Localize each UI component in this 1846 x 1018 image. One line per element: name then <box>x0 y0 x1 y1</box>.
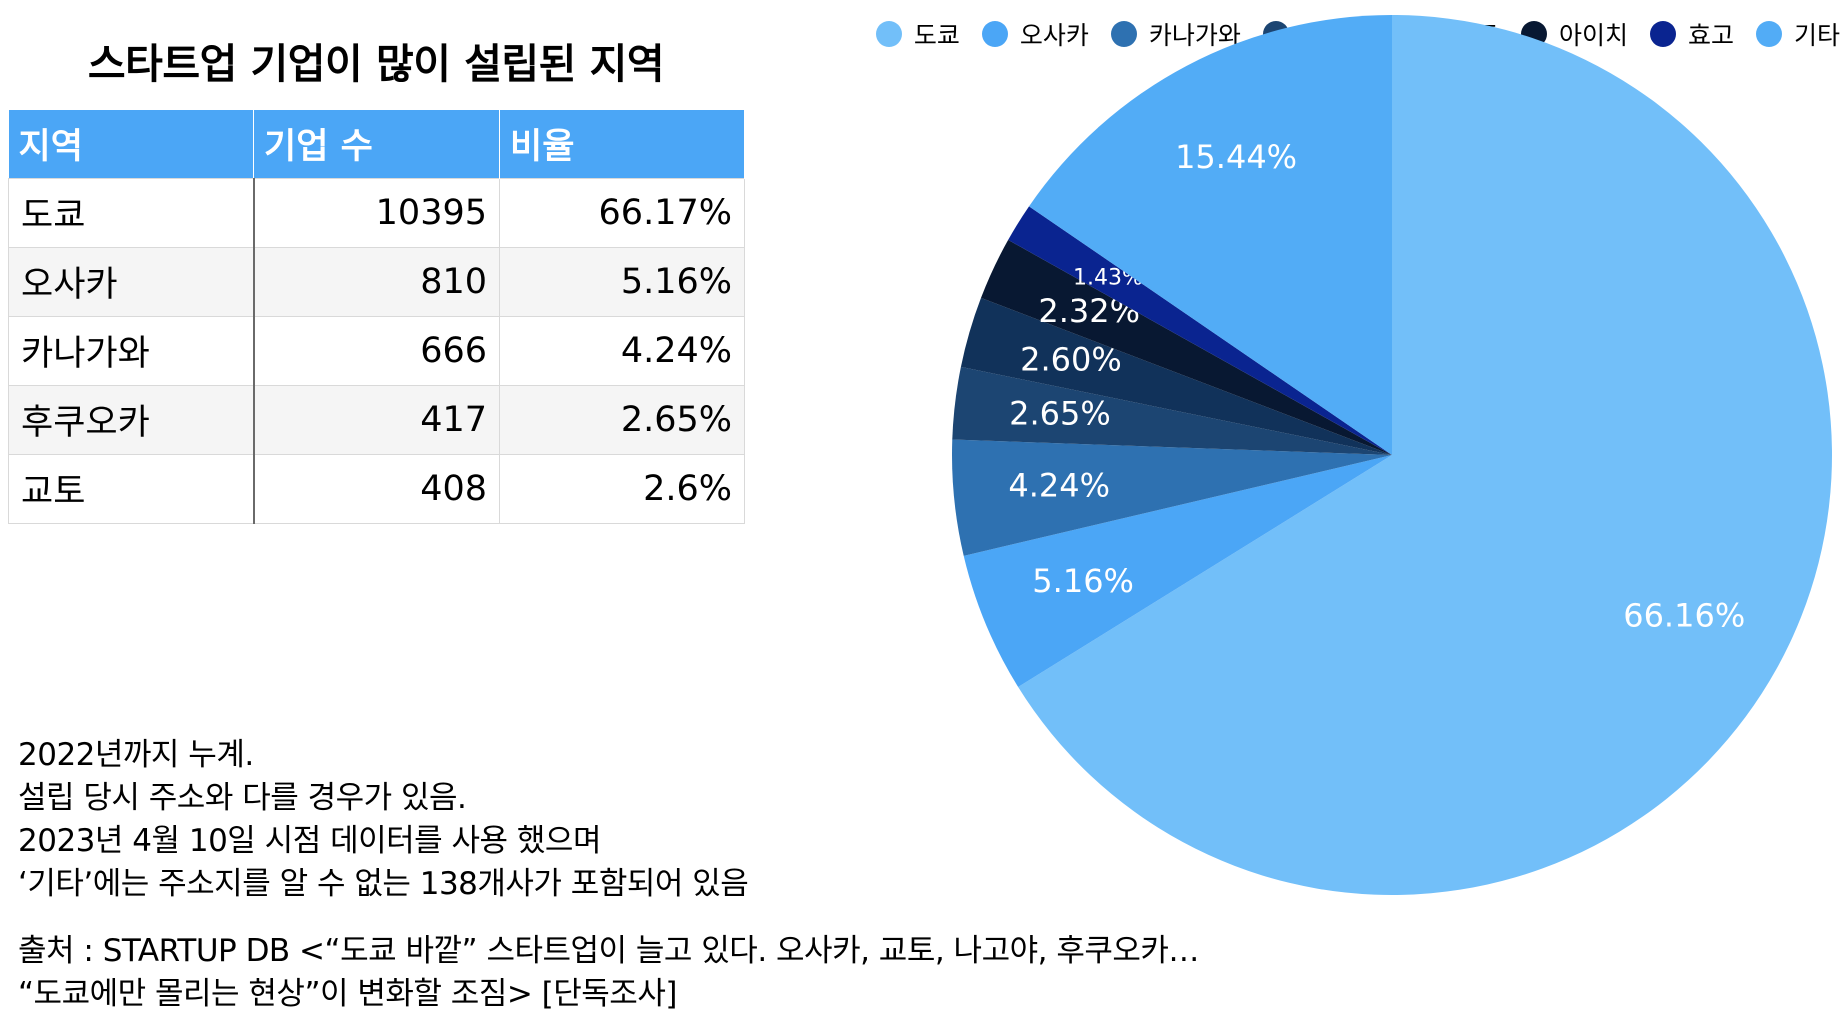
table-title: 스타트업 기업이 많이 설립된 지역 <box>87 40 665 88</box>
header-count: 기업 수 <box>253 110 500 178</box>
pie-slice-7 <box>1029 15 1392 455</box>
cell-region: 교토 <box>8 453 255 524</box>
cell-ratio: 2.65% <box>499 384 745 455</box>
pie-slice-4 <box>960 297 1392 455</box>
notes: 2022년까지 누계. 설립 당시 주소와 다를 경우가 있음. 2023년 4… <box>18 734 749 906</box>
legend-item-0: 도쿄 <box>875 16 960 52</box>
cell-region: 후쿠오카 <box>8 384 255 455</box>
pie-slice-label-7: 15.44% <box>1175 138 1297 176</box>
cell-count: 810 <box>253 246 500 317</box>
note-line: 2023년 4월 10일 시점 데이터를 사용 했으며 <box>18 823 601 859</box>
legend-item-1: 오사카 <box>981 16 1089 52</box>
pie-slice-label-2: 4.24% <box>1008 467 1110 505</box>
pie-slice-3 <box>952 366 1392 455</box>
cell-region: 카나가와 <box>8 315 255 386</box>
table-row: 교토 408 2.6% <box>8 453 745 524</box>
legend-swatch-1 <box>981 21 1008 47</box>
pie-slice-0 <box>1018 15 1832 895</box>
legend-label-0: 도쿄 <box>913 21 960 50</box>
pie-slice-label-1: 5.16% <box>1032 562 1134 600</box>
legend-swatch-0 <box>875 21 902 47</box>
cell-ratio: 5.16% <box>499 246 745 317</box>
cell-region: 도쿄 <box>8 177 255 248</box>
legend-item-7: 기타 <box>1755 16 1840 52</box>
cell-ratio: 2.6% <box>499 453 745 524</box>
header-region: 지역 <box>8 110 254 178</box>
cell-count: 666 <box>253 315 500 386</box>
cell-count: 408 <box>253 453 500 524</box>
legend-swatch-7 <box>1755 21 1782 47</box>
table-row: 카나가와 666 4.24% <box>8 315 745 386</box>
legend-label-2: 카나가와 <box>1148 21 1241 50</box>
pie-slice-label-4: 2.60% <box>1020 341 1122 379</box>
cell-ratio: 66.17% <box>499 177 745 248</box>
cell-count: 417 <box>253 384 500 455</box>
source-citation: 출처 : STARTUP DB <“도쿄 바깥” 스타트업이 늘고 있다. 오사… <box>18 930 1199 1016</box>
legend-label-7: 기타 <box>1793 21 1840 50</box>
legend-swatch-2 <box>1110 21 1137 47</box>
note-line: 2022년까지 누계. <box>18 737 254 773</box>
note-line: ‘기타’에는 주소지를 알 수 없는 138개사가 포함되어 있음 <box>18 866 749 902</box>
cell-ratio: 4.24% <box>499 315 745 386</box>
legend-item-5: 아이치 <box>1520 16 1628 52</box>
legend-swatch-6 <box>1649 21 1676 47</box>
header-ratio: 비율 <box>499 110 745 178</box>
table-row: 후쿠오카 417 2.65% <box>8 384 745 455</box>
legend-label-1: 오사카 <box>1019 21 1089 50</box>
legend-item-2: 카나가와 <box>1110 16 1241 52</box>
legend-label-6: 효고 <box>1687 21 1734 50</box>
table-header-row: 지역 기업 수 비율 <box>8 110 745 178</box>
pie-slice-5 <box>980 239 1392 455</box>
pie-slice-label-0: 66.16% <box>1623 597 1745 635</box>
pie-slice-label-3: 2.65% <box>1009 394 1111 432</box>
pie-slice-1 <box>963 455 1392 688</box>
table-row: 도쿄 10395 66.17% <box>8 177 745 248</box>
cell-region: 오사카 <box>8 246 255 317</box>
table-row: 오사카 810 5.16% <box>8 246 745 317</box>
legend-label-5: 아이치 <box>1558 21 1628 50</box>
region-table: 지역 기업 수 비율 도쿄 10395 66.17% 오사카 810 5.16%… <box>8 110 745 524</box>
legend-item-6: 효고 <box>1649 16 1734 52</box>
pie-slice-6 <box>1008 206 1392 455</box>
note-line: 설립 당시 주소와 다를 경우가 있음. <box>18 780 467 816</box>
source-line: “도쿄에만 몰리는 현상”이 변화할 조짐> [단독조사] <box>18 976 677 1012</box>
source-line: 출처 : STARTUP DB <“도쿄 바깥” 스타트업이 늘고 있다. 오사… <box>18 933 1199 969</box>
pie-slice-2 <box>952 439 1392 556</box>
